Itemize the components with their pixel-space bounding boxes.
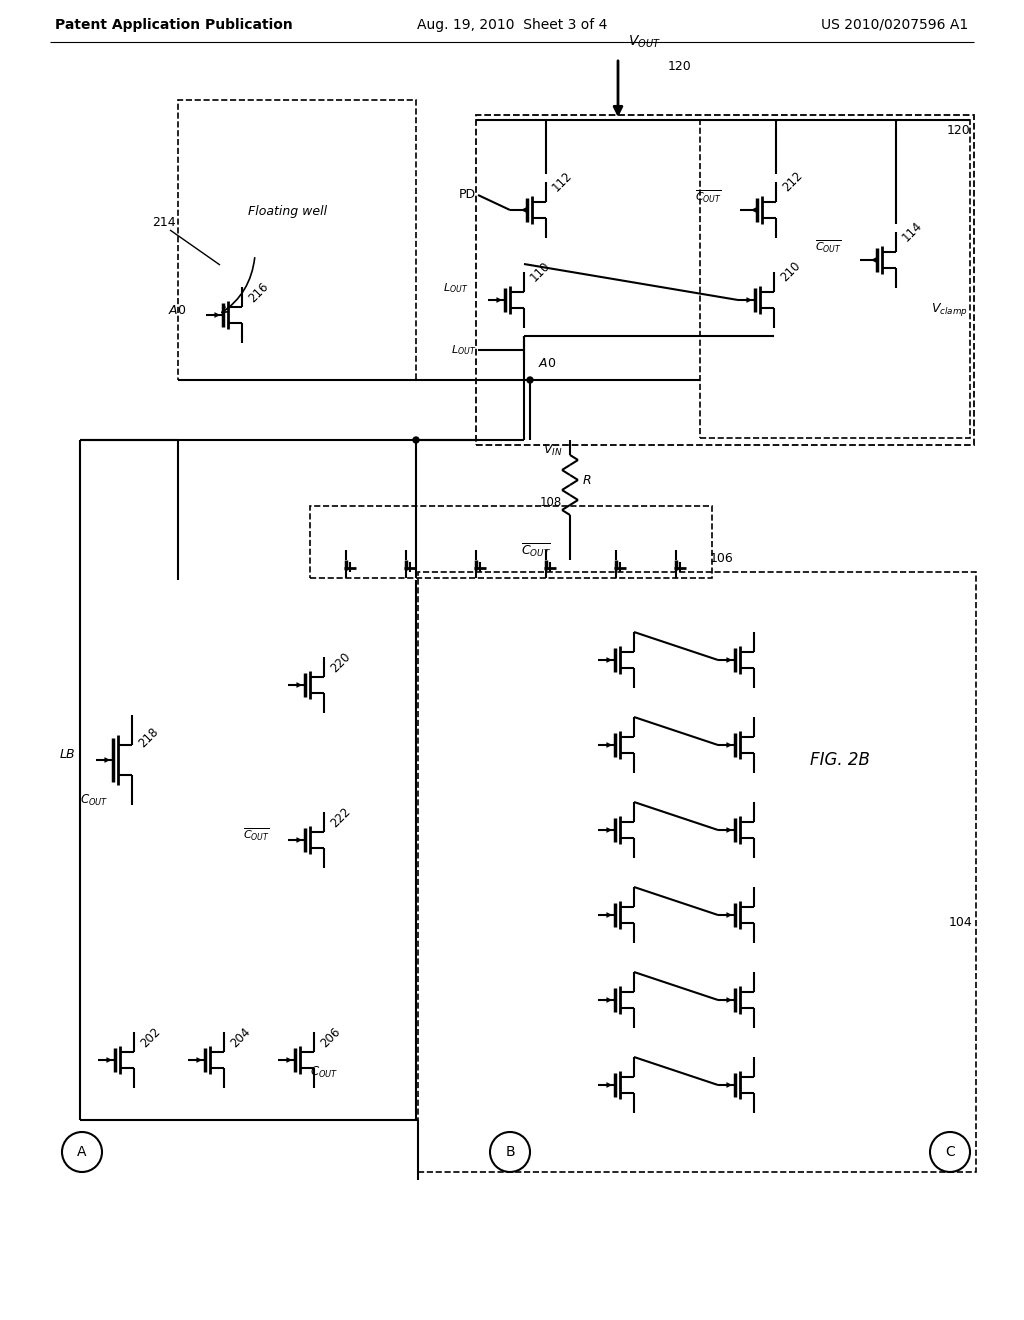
Text: $L_{OUT}$: $L_{OUT}$: [442, 281, 468, 294]
Text: $\overline{C_{OUT}}$: $\overline{C_{OUT}}$: [815, 239, 842, 255]
Text: $A0$: $A0$: [538, 356, 556, 370]
Text: PD: PD: [459, 189, 476, 202]
Text: 216: 216: [246, 280, 271, 305]
Text: $LB$: $LB$: [59, 748, 76, 762]
Text: Aug. 19, 2010  Sheet 3 of 4: Aug. 19, 2010 Sheet 3 of 4: [417, 18, 607, 32]
Text: 202: 202: [138, 1026, 163, 1051]
Text: 214: 214: [152, 215, 176, 228]
Text: 120: 120: [946, 124, 970, 136]
Text: A: A: [77, 1144, 87, 1159]
Text: 222: 222: [328, 805, 353, 830]
Text: 110: 110: [528, 260, 553, 285]
Circle shape: [527, 378, 534, 383]
Text: US 2010/0207596 A1: US 2010/0207596 A1: [821, 18, 968, 32]
Text: $A0$: $A0$: [168, 304, 186, 317]
Text: 204: 204: [228, 1026, 253, 1051]
Text: $\overline{C_{OUT}}$: $\overline{C_{OUT}}$: [521, 541, 551, 558]
Text: 108: 108: [540, 495, 562, 508]
Text: C: C: [945, 1144, 954, 1159]
Text: $L_{OUT}$: $L_{OUT}$: [451, 343, 476, 356]
Text: FIG. 2B: FIG. 2B: [810, 751, 870, 770]
Text: $C_{OUT}$: $C_{OUT}$: [310, 1064, 338, 1080]
Text: $V_{IN}$: $V_{IN}$: [543, 442, 562, 458]
Text: 104: 104: [948, 916, 972, 928]
Text: $C_{OUT}$: $C_{OUT}$: [80, 792, 109, 808]
Text: 206: 206: [318, 1026, 343, 1051]
Text: 218: 218: [136, 726, 161, 751]
Text: 220: 220: [328, 651, 353, 676]
Text: 112: 112: [550, 169, 575, 194]
Text: 114: 114: [900, 219, 925, 244]
Text: $\overline{C_{OUT}}$: $\overline{C_{OUT}}$: [695, 189, 722, 205]
Circle shape: [413, 437, 419, 444]
Bar: [418, 572, 976, 1172]
Text: B: B: [505, 1144, 515, 1159]
Text: $\overline{C_{OUT}}$: $\overline{C_{OUT}}$: [243, 826, 270, 843]
Text: $V_{OUT}$: $V_{OUT}$: [628, 33, 660, 50]
Bar: [476, 115, 974, 445]
Text: 210: 210: [778, 260, 803, 285]
Bar: [310, 506, 712, 578]
Text: Patent Application Publication: Patent Application Publication: [55, 18, 293, 32]
Bar: [178, 100, 416, 380]
Bar: [700, 120, 970, 438]
Text: $V_{clamp}$: $V_{clamp}$: [931, 301, 968, 318]
Text: 120: 120: [668, 59, 692, 73]
Text: 212: 212: [780, 169, 805, 194]
Text: $R$: $R$: [582, 474, 592, 487]
Text: 106: 106: [710, 552, 734, 565]
Text: Floating well: Floating well: [248, 206, 327, 219]
